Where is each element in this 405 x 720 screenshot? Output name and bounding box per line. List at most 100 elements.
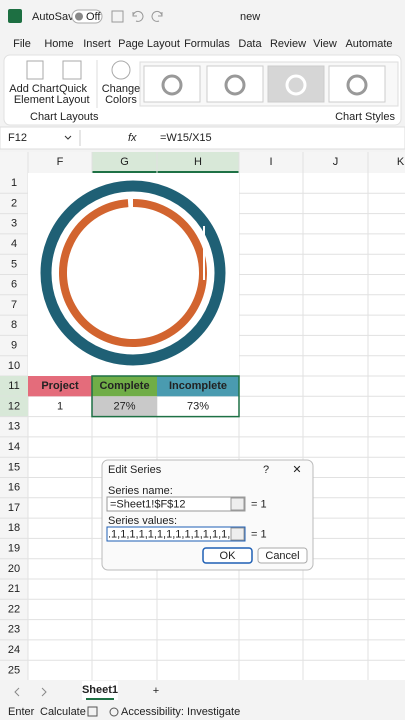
menu-item[interactable]: Review	[270, 38, 306, 50]
menu-item[interactable]: Home	[44, 38, 73, 50]
ribbon-group-label: Chart Layouts	[30, 111, 99, 123]
scroll-left[interactable]	[14, 687, 20, 697]
row-header[interactable]: 11	[8, 380, 19, 392]
row-header[interactable]: 24	[8, 644, 20, 656]
value-cell-text[interactable]: 27%	[113, 400, 135, 412]
inner-ring	[59, 199, 208, 347]
menu-item[interactable]: Formulas	[184, 38, 230, 50]
row-header[interactable]: 19	[8, 542, 20, 554]
status-text[interactable]: Accessibility: Investigate	[121, 706, 240, 718]
formula-text: =W15/X15	[160, 132, 212, 144]
undo-icon[interactable]	[132, 10, 144, 22]
row-header[interactable]: 20	[8, 563, 20, 575]
dialog-title: Edit Series	[108, 464, 162, 476]
row-header[interactable]: 16	[8, 482, 20, 494]
toggle-knob	[75, 12, 83, 21]
menu-item[interactable]: Insert	[83, 38, 111, 50]
row-header[interactable]: 8	[11, 319, 17, 331]
selected-row-header	[0, 396, 28, 417]
selected-cell	[92, 396, 157, 417]
row-header[interactable]: 14	[8, 441, 20, 453]
row-header[interactable]: 6	[11, 279, 17, 291]
range-button[interactable]	[230, 527, 245, 541]
header-cell-text[interactable]: Complete	[99, 380, 149, 392]
field-result: = 1	[251, 528, 267, 540]
row-header[interactable]: 10	[8, 360, 20, 372]
input-text: =Sheet1!$F$12	[110, 498, 186, 510]
row-header[interactable]: 12	[8, 400, 20, 412]
icon-change-colors	[111, 60, 131, 80]
excel-icon	[8, 9, 22, 23]
row-header[interactable]: 13	[8, 421, 20, 433]
chart-style-thumb[interactable]	[267, 65, 325, 103]
column-header[interactable]: J	[333, 156, 339, 168]
row-header[interactable]: 5	[11, 258, 17, 270]
toggle-text: Off	[86, 11, 101, 23]
filename: new	[240, 11, 260, 23]
name-box[interactable]: F12	[8, 132, 27, 144]
cancel-text[interactable]: Cancel	[265, 550, 299, 562]
row-header[interactable]: 17	[8, 502, 20, 514]
row-header[interactable]: 1	[11, 177, 17, 189]
menu-item[interactable]: Data	[238, 38, 262, 50]
cancel-button[interactable]	[257, 547, 308, 564]
scroll-right[interactable]	[41, 687, 47, 697]
ok-button[interactable]	[202, 547, 253, 564]
chart-style-thumb[interactable]	[143, 65, 201, 103]
add-sheet[interactable]: +	[153, 685, 159, 697]
column-header[interactable]: H	[194, 156, 202, 168]
column-header[interactable]: K	[397, 156, 405, 168]
row-header[interactable]: 25	[8, 664, 20, 676]
ribbon-button-label[interactable]: Colors	[105, 94, 137, 106]
dialog-close[interactable]: ✕	[292, 464, 301, 476]
ribbon-button-label[interactable]: Layout	[56, 94, 89, 106]
row-header[interactable]: 15	[8, 461, 20, 473]
header-cell-text[interactable]: Incomplete	[169, 380, 227, 392]
selection-border	[91, 375, 240, 418]
menu-item[interactable]: Page Layout	[118, 38, 180, 50]
fx-button[interactable]: fx	[128, 132, 137, 144]
sheet-tab[interactable]: Sheet1	[82, 684, 118, 696]
row-header[interactable]: 23	[8, 624, 20, 636]
ribbon-button-label[interactable]: Element	[14, 94, 54, 106]
row-header[interactable]: 3	[11, 218, 17, 230]
row-header[interactable]: 21	[8, 583, 20, 595]
ribbon-button-label[interactable]: Change	[102, 83, 141, 95]
dialog-help[interactable]: ?	[263, 464, 269, 476]
row-header[interactable]: 9	[11, 339, 17, 351]
value-cell-text[interactable]: 73%	[187, 400, 209, 412]
save-icon[interactable]	[111, 10, 124, 23]
input-box[interactable]	[106, 526, 246, 542]
field-result: = 1	[251, 498, 267, 510]
title-bar	[0, 0, 405, 32]
range-button[interactable]	[230, 497, 245, 511]
column-header[interactable]: G	[120, 156, 129, 168]
row-header[interactable]: 2	[11, 197, 17, 209]
menu-item[interactable]: File	[13, 38, 31, 50]
row-header[interactable]: 4	[11, 238, 17, 250]
status-text: Enter	[8, 706, 35, 718]
row-header[interactable]: 18	[8, 522, 20, 534]
ribbon-button-label[interactable]: Quick	[59, 83, 88, 95]
header-cell-text[interactable]: Project	[41, 380, 79, 392]
input-text: .1,1,1,1,1,1,1,1,1,1,1,1,1,1}	[108, 528, 240, 540]
column-header[interactable]: F	[57, 156, 64, 168]
menu-item[interactable]: View	[313, 38, 337, 50]
redo-icon[interactable]	[151, 10, 163, 22]
selected-col-header	[92, 152, 239, 173]
row-header[interactable]: 22	[8, 603, 20, 615]
thumb-ring	[285, 74, 307, 96]
ok-text[interactable]: OK	[220, 550, 237, 562]
name-box-caret	[64, 135, 72, 140]
chart-style-thumb[interactable]	[206, 65, 264, 103]
column-header[interactable]: I	[269, 156, 272, 168]
chart-style-thumb[interactable]	[328, 65, 386, 103]
input-box[interactable]	[106, 496, 246, 512]
menu-item[interactable]: Automate	[345, 38, 392, 50]
row-header[interactable]: 7	[11, 299, 17, 311]
status-text[interactable]: Calculate	[40, 706, 86, 718]
ribbon-button-label[interactable]: Add Chart	[9, 83, 59, 95]
value-cell-text[interactable]: 1	[57, 400, 63, 412]
active-tab[interactable]	[82, 681, 118, 700]
